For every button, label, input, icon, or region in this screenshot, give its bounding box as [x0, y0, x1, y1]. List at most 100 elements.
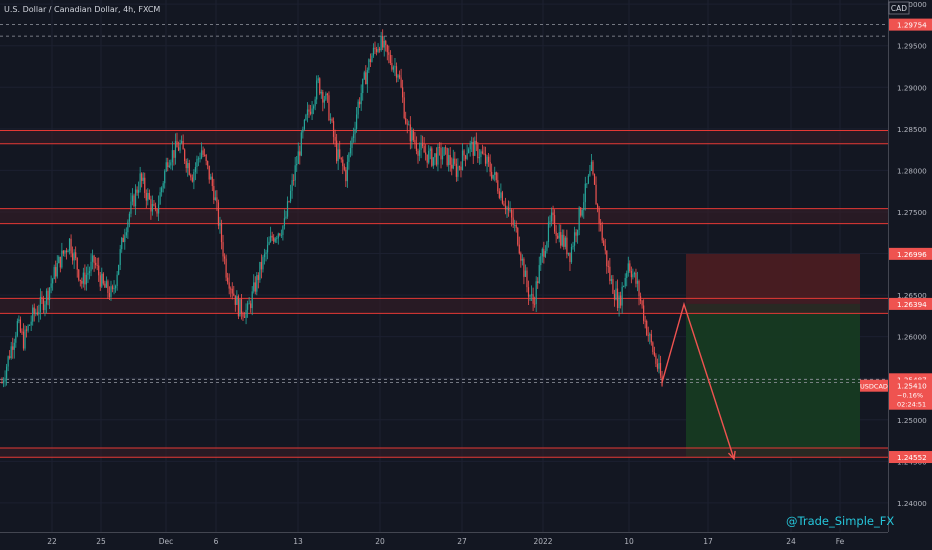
candle-body — [530, 294, 533, 296]
projection-line — [661, 301, 735, 460]
candle-body — [526, 270, 528, 288]
candle-body — [549, 221, 551, 223]
candle-body — [98, 265, 100, 276]
candle-body — [623, 286, 625, 287]
candle-body — [179, 143, 181, 151]
candle-body — [157, 204, 160, 214]
candle-body — [458, 166, 461, 168]
candle-body — [313, 106, 315, 109]
candle-body — [389, 54, 391, 64]
candle-body — [134, 189, 137, 207]
candle-body — [626, 272, 628, 278]
candle-body — [118, 264, 120, 275]
price-label-text: 1.26394 — [897, 300, 927, 309]
candle-body — [84, 272, 86, 285]
candle-body — [478, 157, 480, 159]
candle-body — [484, 153, 487, 164]
candle-body — [317, 78, 319, 81]
candle-body — [489, 161, 491, 172]
candle-body — [266, 244, 269, 253]
currency-badge[interactable]: CAD — [888, 1, 910, 15]
price-label-text: 1.26996 — [897, 250, 927, 259]
candle-body — [613, 293, 616, 300]
candle-body — [276, 238, 278, 240]
candle-body — [500, 192, 502, 198]
projection-path[interactable] — [661, 301, 736, 461]
candle-body — [216, 197, 218, 203]
candle-body — [102, 273, 104, 284]
candle-body — [289, 190, 292, 202]
candle-body — [547, 222, 550, 243]
candle-body — [566, 237, 568, 255]
candle-body — [222, 242, 224, 257]
watermark: @Trade_Simple_FX — [786, 514, 894, 528]
candle-body — [114, 286, 117, 289]
candle-body — [340, 157, 342, 160]
candle-body — [161, 187, 163, 193]
currency-badge-label: CAD — [891, 4, 907, 13]
candle-body — [431, 148, 433, 166]
time-tick-label: 27 — [457, 537, 467, 546]
candle-body — [107, 281, 109, 293]
candle-body — [308, 109, 310, 112]
candle-body — [119, 249, 121, 265]
candle-body — [537, 281, 539, 284]
candle-body — [560, 232, 562, 246]
candle-body — [309, 111, 312, 114]
candle-body — [464, 155, 467, 159]
candle-body — [572, 245, 574, 247]
candle-body — [148, 192, 150, 200]
candle-body — [99, 275, 101, 287]
candle-body — [219, 223, 221, 226]
candle-body — [265, 252, 267, 254]
time-axis[interactable]: 22 25 Dec 6 13 20 27 2022 10 17 24 Fe — [47, 537, 844, 546]
candle-body — [116, 274, 118, 287]
candle-body — [612, 279, 614, 294]
candle-body — [234, 295, 236, 305]
candle-body — [7, 356, 9, 367]
candle-body — [127, 221, 129, 233]
candle-body — [293, 180, 295, 181]
candle-body — [635, 272, 637, 284]
candle-body — [110, 286, 112, 298]
candle-body — [518, 244, 520, 254]
time-tick-label: Fe — [836, 537, 845, 546]
candle-body — [375, 49, 378, 52]
candle-body — [471, 141, 473, 144]
candle-body — [589, 171, 591, 176]
candle-body — [351, 138, 353, 148]
candle-body — [580, 207, 582, 216]
candle-body — [561, 234, 563, 246]
candle-body — [211, 176, 213, 187]
candle-body — [182, 140, 184, 150]
candle-body — [609, 266, 611, 282]
candle-body — [239, 299, 241, 317]
candle-body — [111, 286, 114, 290]
candle-body — [595, 184, 597, 205]
candle-body — [204, 154, 206, 156]
candle-body — [250, 303, 252, 309]
candle-body — [121, 237, 123, 250]
candle-body — [388, 52, 390, 55]
candle-body — [6, 366, 8, 379]
candle-body — [282, 225, 284, 235]
candle-body — [610, 279, 612, 282]
candle-body — [503, 203, 505, 206]
candle-body — [362, 78, 364, 94]
candle-body — [136, 189, 138, 193]
candle-body — [342, 159, 344, 167]
candle-body — [380, 35, 382, 51]
candle-body — [644, 320, 646, 322]
candle-body — [47, 290, 49, 300]
candle-body — [601, 224, 603, 241]
candle-body — [463, 150, 465, 156]
candle-body — [113, 288, 115, 290]
candle-body — [492, 174, 494, 179]
price-label-text: 1.29754 — [897, 21, 927, 30]
candle-body — [418, 150, 421, 156]
candle-body — [4, 378, 6, 382]
candle-body — [483, 153, 485, 155]
candle-body — [383, 40, 385, 48]
candle-body — [535, 281, 537, 304]
